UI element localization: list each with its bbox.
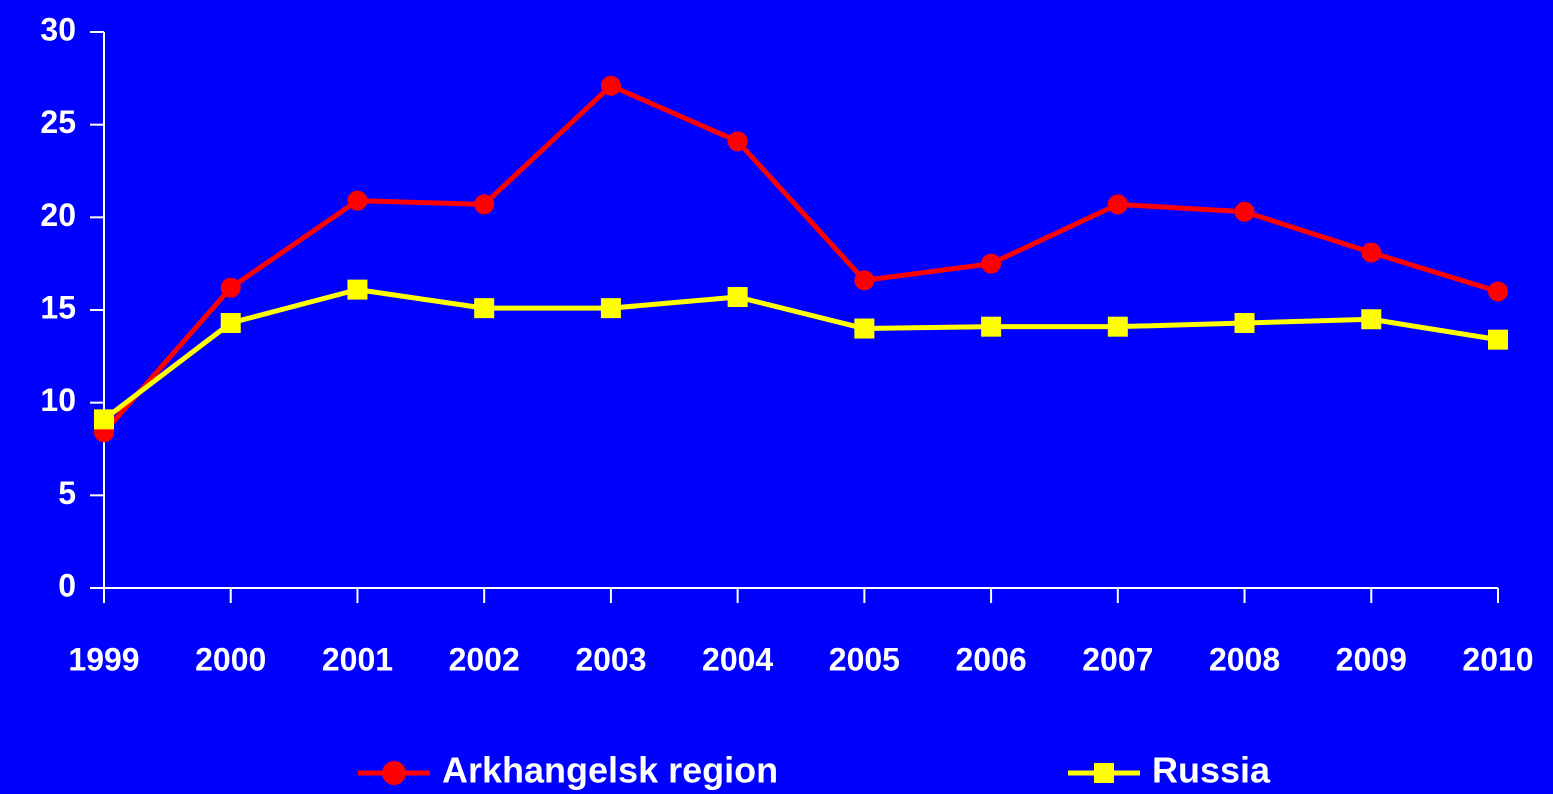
series-line (102, 287, 1499, 422)
marker (474, 298, 495, 319)
marker (220, 312, 241, 333)
x-tick-label: 2004 (702, 641, 773, 677)
x-tick-label: 2007 (1082, 641, 1153, 677)
marker (1107, 194, 1128, 215)
x-tick-label: 2010 (1462, 641, 1533, 677)
marker (727, 287, 748, 308)
series-line (102, 83, 1499, 434)
y-tick-label: 30 (40, 11, 76, 47)
marker (347, 190, 368, 211)
legend-marker (1094, 763, 1114, 783)
x-tick-label: 2006 (955, 641, 1026, 677)
marker (1488, 329, 1508, 350)
marker (1234, 312, 1255, 333)
marker (854, 270, 875, 291)
y-tick-label: 5 (58, 475, 76, 511)
marker (1361, 309, 1382, 330)
x-tick-label: 2003 (575, 641, 646, 677)
marker (981, 316, 1002, 337)
marker (1488, 281, 1508, 302)
x-tick-label: 2009 (1336, 641, 1407, 677)
x-tick-label: 2005 (829, 641, 900, 677)
x-tick-label: 2002 (449, 641, 520, 677)
marker (1361, 242, 1382, 263)
marker (220, 277, 241, 298)
x-tick-label: 2000 (195, 641, 266, 677)
marker (600, 298, 621, 319)
y-tick-label: 10 (40, 382, 76, 418)
legend-label: Russia (1152, 750, 1271, 791)
y-tick-label: 25 (40, 104, 76, 140)
marker (347, 279, 368, 300)
marker (94, 409, 114, 430)
marker (1107, 316, 1128, 337)
x-tick-label: 2001 (322, 641, 393, 677)
marker (981, 253, 1002, 274)
marker (854, 318, 875, 339)
y-tick-label: 20 (40, 197, 76, 233)
marker (474, 194, 495, 215)
marker (1234, 201, 1255, 222)
y-tick-label: 15 (40, 289, 76, 325)
legend-label: Arkhangelsk region (442, 750, 778, 791)
marker (600, 75, 621, 96)
legend-marker (382, 761, 406, 785)
y-tick-label: 0 (58, 567, 76, 603)
x-tick-label: 2008 (1209, 641, 1280, 677)
marker (727, 131, 748, 152)
x-tick-label: 1999 (68, 641, 139, 677)
